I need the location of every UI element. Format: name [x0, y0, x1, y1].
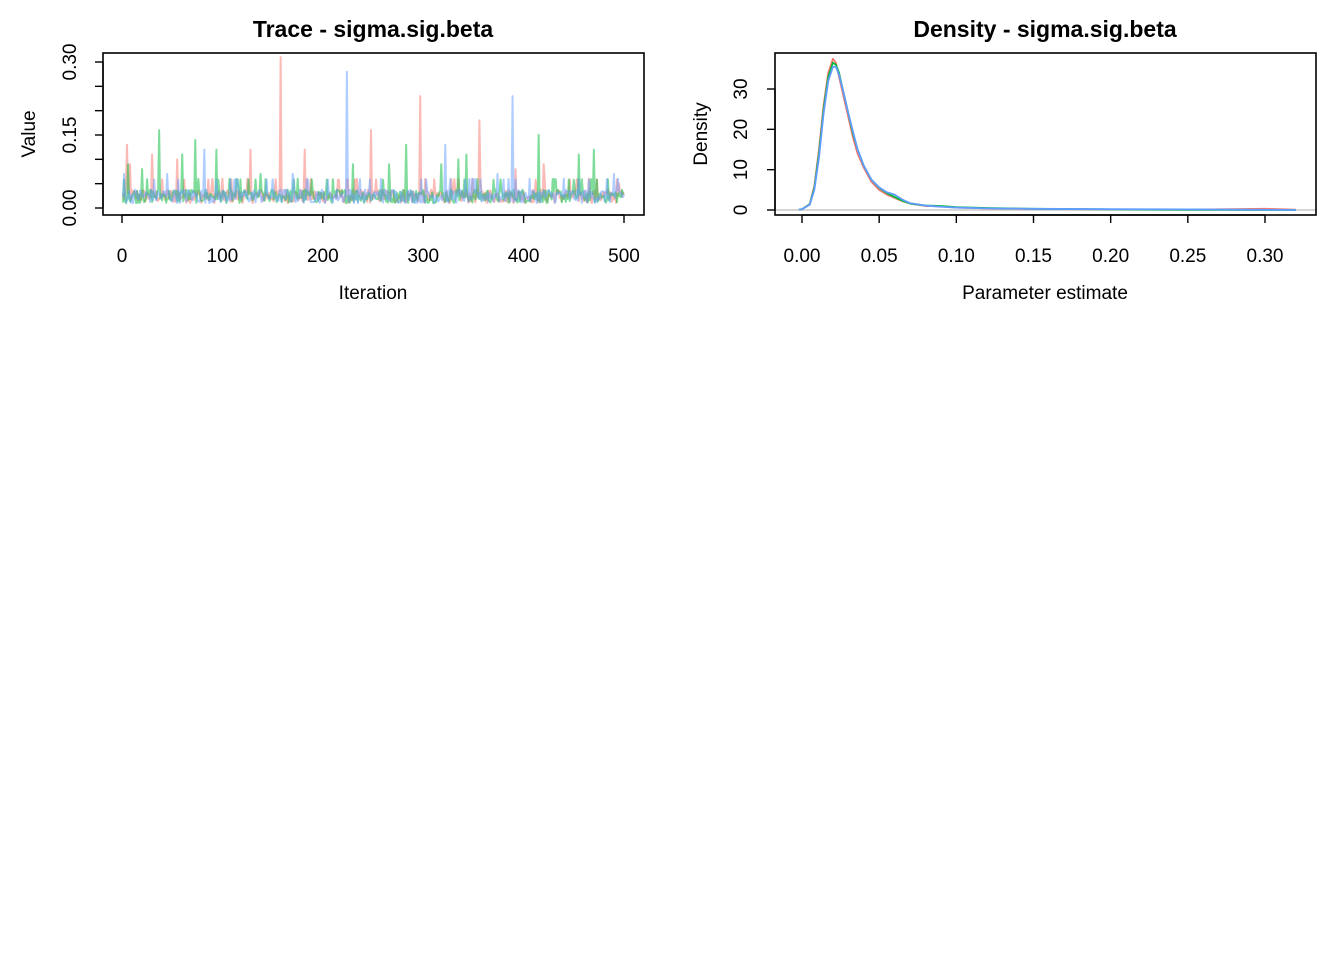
density-x-tick-label: 0.00 — [784, 246, 821, 267]
density-x-axis: 0.00 0.05 0.10 0.15 0.20 0.25 0.30 — [784, 214, 1284, 267]
density-x-tick-label: 0.20 — [1092, 246, 1129, 267]
density-x-tick-label: 0.10 — [938, 246, 975, 267]
density-title: Density - sigma.sig.beta — [913, 16, 1177, 42]
density-x-tick-label: 0.25 — [1169, 246, 1206, 267]
trace-y-tick-label: 0.00 — [60, 190, 81, 227]
trace-x-tick-label: 300 — [407, 246, 439, 267]
density-x-tick-label: 0.30 — [1247, 246, 1284, 267]
trace-panel: Trace - sigma.sig.beta 0 100 200 300 400 500 … — [19, 16, 645, 304]
trace-x-tick-label: 0 — [117, 246, 128, 267]
density-series-group — [798, 57, 1296, 211]
trace-series-line-3 — [122, 70, 625, 205]
density-series-line-3 — [798, 65, 1296, 211]
trace-y-label: Value — [19, 110, 40, 157]
density-y-axis: 0 10 20 30 — [731, 78, 776, 216]
density-x-tick-label: 0.05 — [861, 246, 898, 267]
trace-title: Trace - sigma.sig.beta — [253, 16, 494, 42]
trace-x-tick-label: 500 — [608, 246, 640, 267]
density-y-tick-label: 20 — [731, 119, 752, 140]
density-y-tick-label: 30 — [731, 78, 752, 99]
trace-x-tick-label: 400 — [508, 246, 540, 267]
trace-x-tick-label: 100 — [207, 246, 239, 267]
density-y-tick-label: 0 — [731, 205, 752, 216]
density-y-label: Density — [691, 102, 712, 166]
density-x-tick-label: 0.15 — [1015, 246, 1052, 267]
trace-x-axis: 0 100 200 300 400 500 — [117, 214, 640, 267]
density-x-label: Parameter estimate — [962, 283, 1128, 304]
trace-x-tick-label: 200 — [307, 246, 339, 267]
trace-series-group — [122, 56, 625, 205]
trace-y-tick-label: 0.30 — [60, 44, 81, 81]
trace-y-tick-label: 0.15 — [60, 117, 81, 154]
density-y-tick-label: 10 — [731, 159, 752, 180]
trace-y-axis: 0.00 0.15 0.30 — [60, 44, 104, 227]
trace-x-label: Iteration — [339, 283, 408, 304]
density-panel: Density - sigma.sig.beta 0.00 0.05 0.10 0.1… — [691, 16, 1317, 304]
